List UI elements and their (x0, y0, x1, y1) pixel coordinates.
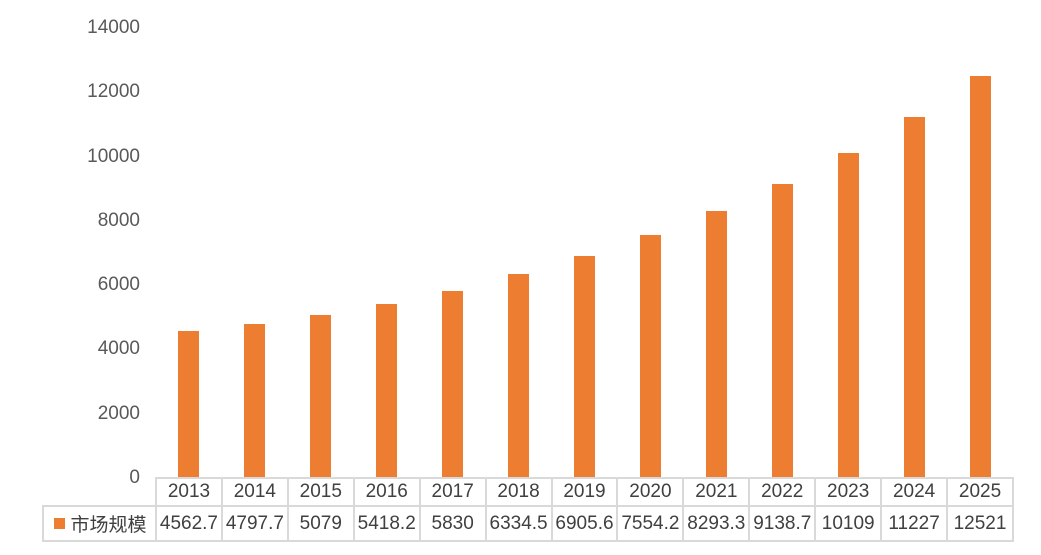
category-label: 2021 (682, 477, 751, 507)
category-label: 2016 (352, 477, 421, 507)
bar-2014 (244, 323, 266, 478)
y-tick-label: 6000 (97, 274, 140, 296)
data-table-value: 11227 (880, 505, 949, 542)
data-table-value: 5418.2 (352, 505, 421, 542)
category-label: 2017 (418, 477, 487, 507)
legend-label: 市场规模 (70, 515, 147, 536)
y-tick-label: 10000 (87, 145, 140, 167)
category-label: 2018 (484, 477, 553, 507)
category-label: 2019 (550, 477, 619, 507)
y-tick-label: 8000 (97, 209, 140, 231)
y-tick-label: 12000 (87, 81, 140, 103)
category-label: 2015 (286, 477, 355, 507)
data-table-value-row: 市场规模 4562.7 4797.7 5079 5418.2 5830 6334.5 690… (42, 505, 1014, 542)
category-label: 2020 (616, 477, 685, 507)
data-table-value: 6334.5 (484, 505, 553, 542)
data-table-value: 5830 (418, 505, 487, 542)
data-table-header-row: 2013 2014 2015 2016 2017 2018 2019 2020 2021 2022… (43, 477, 1014, 507)
bar-2013 (178, 331, 200, 478)
legend-swatch-icon (54, 518, 66, 529)
data-table-value: 8293.3 (682, 505, 751, 542)
bar-2022 (771, 184, 793, 478)
bar-2024 (903, 117, 925, 478)
data-table-value: 5079 (286, 505, 355, 542)
category-label: 2013 (155, 477, 223, 507)
category-label: 2023 (814, 477, 883, 507)
data-table-corner (43, 478, 157, 507)
data-table-value: 4797.7 (220, 505, 289, 542)
bar-2020 (639, 235, 661, 478)
data-table-value: 6905.6 (550, 505, 619, 542)
bar-2021 (705, 211, 727, 478)
data-table-value: 4562.7 (155, 505, 223, 542)
data-table-value: 10109 (814, 505, 883, 542)
data-table-value: 12521 (946, 505, 1014, 542)
legend-entry: 市场规模 (42, 505, 157, 542)
category-label: 2024 (880, 477, 949, 507)
data-table-value: 9138.7 (748, 505, 817, 542)
y-tick-label: 2000 (97, 402, 140, 424)
category-label: 2014 (220, 477, 289, 507)
category-label: 2025 (946, 477, 1014, 507)
data-table-value: 7554.2 (616, 505, 685, 542)
y-tick-label: 4000 (97, 338, 140, 360)
bar-2015 (310, 314, 332, 478)
bar-2025 (969, 75, 991, 478)
y-tick-label: 14000 (87, 17, 140, 38)
bar-2023 (837, 153, 859, 478)
bar-2016 (376, 303, 398, 478)
category-label: 2022 (748, 477, 817, 507)
bar-2017 (442, 290, 464, 478)
bar-2018 (508, 274, 530, 478)
data-table: 2013 2014 2015 2016 2017 2018 2019 2020 2021 2022… (42, 477, 1014, 542)
bar-2019 (574, 256, 595, 478)
y-tick-label: 0 (129, 467, 140, 488)
